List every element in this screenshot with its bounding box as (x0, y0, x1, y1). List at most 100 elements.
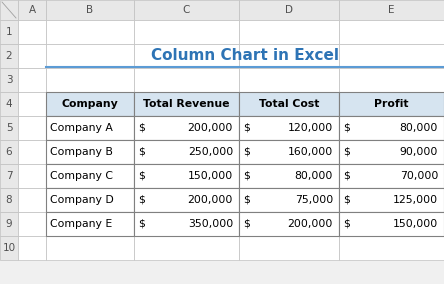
Bar (134, 212, 239, 236)
Bar (134, 116, 239, 140)
Text: $: $ (343, 219, 350, 229)
Bar (339, 140, 444, 164)
Bar (339, 116, 444, 140)
Text: $: $ (343, 171, 350, 181)
Bar (0, 212, 18, 236)
Bar (339, 164, 444, 188)
Text: $: $ (138, 147, 145, 157)
Bar (46, 188, 134, 212)
Bar (46, 140, 134, 164)
Bar (239, 164, 339, 188)
Bar (0, 140, 18, 164)
Bar (18, 0, 46, 20)
Bar (239, 116, 339, 140)
Bar (134, 164, 239, 188)
Bar (46, 212, 134, 236)
Text: 250,000: 250,000 (188, 147, 233, 157)
Text: 1: 1 (6, 27, 12, 37)
Bar (339, 188, 444, 212)
Text: 7: 7 (6, 171, 12, 181)
Bar (134, 140, 239, 164)
Bar (239, 92, 339, 116)
Bar (18, 164, 46, 188)
Text: 150,000: 150,000 (188, 171, 233, 181)
Bar (239, 20, 339, 44)
Bar (134, 20, 239, 44)
Bar (18, 20, 46, 44)
Bar (0, 20, 18, 44)
Bar (134, 188, 239, 212)
Bar (339, 92, 444, 116)
Text: Company A: Company A (50, 123, 113, 133)
Bar (339, 140, 444, 164)
Text: $: $ (343, 195, 350, 205)
Text: C: C (183, 5, 190, 15)
Text: 200,000: 200,000 (188, 195, 233, 205)
Text: $: $ (138, 219, 145, 229)
Bar (339, 164, 444, 188)
Text: $: $ (243, 147, 250, 157)
Bar (46, 164, 134, 188)
Text: 200,000: 200,000 (188, 123, 233, 133)
Bar (46, 116, 134, 140)
Bar (339, 20, 444, 44)
Text: $: $ (138, 195, 145, 205)
Bar (339, 44, 444, 68)
Text: Company E: Company E (50, 219, 112, 229)
Bar (239, 0, 339, 20)
Text: $: $ (243, 171, 250, 181)
Bar (134, 140, 239, 164)
Bar (239, 140, 339, 164)
Text: 6: 6 (6, 147, 12, 157)
Text: Profit: Profit (374, 99, 409, 109)
Text: 90,000: 90,000 (400, 147, 438, 157)
Bar (46, 236, 134, 260)
Bar (134, 68, 239, 92)
Bar (0, 92, 18, 116)
Text: $: $ (343, 147, 350, 157)
Text: 5: 5 (6, 123, 12, 133)
Bar (339, 188, 444, 212)
Bar (46, 140, 134, 164)
Bar (46, 68, 134, 92)
Bar (239, 44, 339, 68)
Bar (0, 164, 18, 188)
Text: Company D: Company D (50, 195, 114, 205)
Text: 120,000: 120,000 (288, 123, 333, 133)
Bar (339, 116, 444, 140)
Text: 125,000: 125,000 (393, 195, 438, 205)
Bar (18, 92, 46, 116)
Bar (18, 140, 46, 164)
Bar (239, 164, 339, 188)
Bar (18, 68, 46, 92)
Bar (339, 212, 444, 236)
Text: 80,000: 80,000 (295, 171, 333, 181)
Text: 75,000: 75,000 (295, 195, 333, 205)
Text: 4: 4 (6, 99, 12, 109)
Text: Company C: Company C (50, 171, 113, 181)
Bar (18, 212, 46, 236)
Bar (46, 188, 134, 212)
Bar (239, 188, 339, 212)
Bar (239, 236, 339, 260)
Bar (0, 44, 18, 68)
Text: Column Chart in Excel: Column Chart in Excel (151, 49, 339, 64)
Text: B: B (87, 5, 94, 15)
Bar (239, 212, 339, 236)
Text: 160,000: 160,000 (288, 147, 333, 157)
Text: 9: 9 (6, 219, 12, 229)
Bar (134, 212, 239, 236)
Bar (18, 188, 46, 212)
Bar (0, 0, 18, 20)
Bar (339, 0, 444, 20)
Text: 350,000: 350,000 (188, 219, 233, 229)
Text: $: $ (243, 219, 250, 229)
Bar (134, 164, 239, 188)
Text: 200,000: 200,000 (288, 219, 333, 229)
Bar (239, 116, 339, 140)
Bar (134, 0, 239, 20)
Bar (134, 188, 239, 212)
Bar (0, 188, 18, 212)
Bar (46, 116, 134, 140)
Text: 8: 8 (6, 195, 12, 205)
